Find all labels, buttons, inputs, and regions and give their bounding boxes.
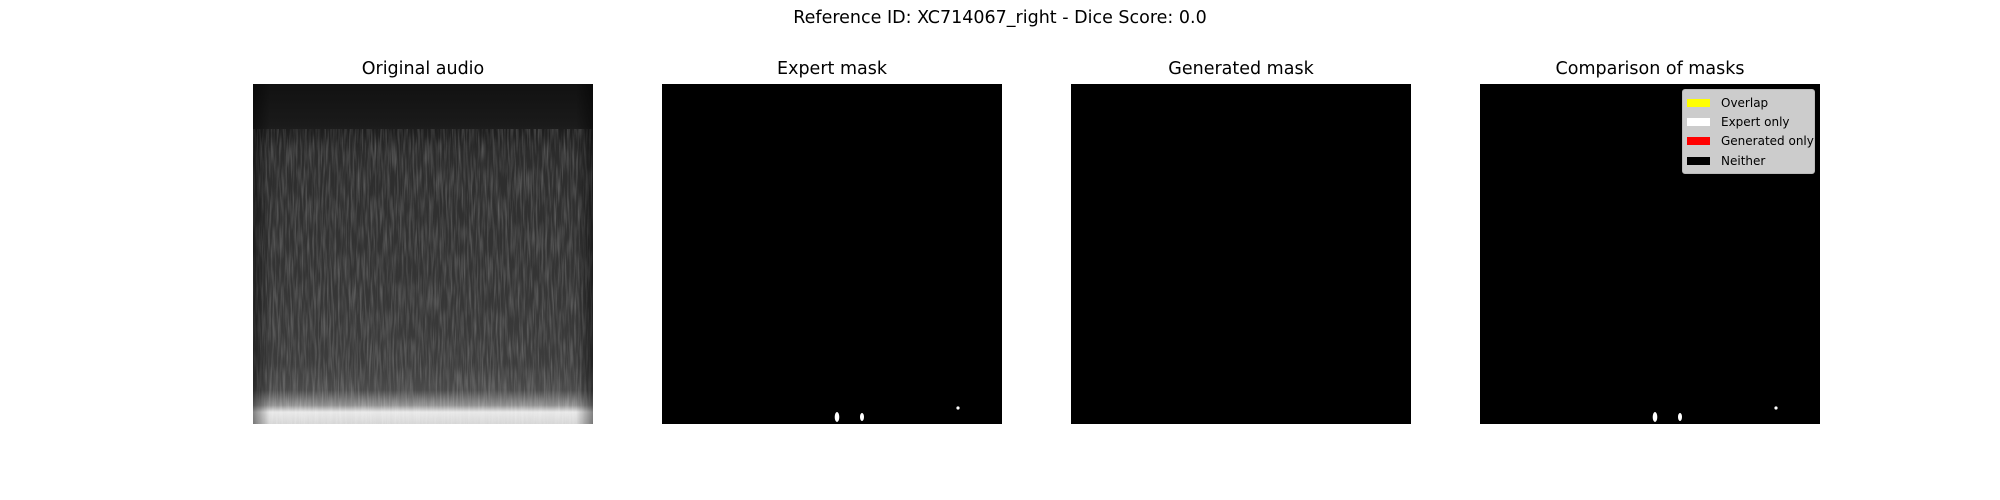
panel-title: Generated mask — [1168, 59, 1314, 79]
panel-title: Original audio — [361, 59, 485, 79]
legend-label: Neither — [1721, 153, 1766, 168]
expert-only-region-3 — [1774, 406, 1778, 410]
expert-region-3 — [956, 406, 960, 410]
legend-label: Overlap — [1721, 95, 1769, 110]
expert-only-region-1 — [1652, 412, 1658, 422]
legend-entry-expert-only: Expert only — [1683, 112, 1814, 131]
figure-title: Reference ID: XC714067_right - Dice Scor… — [793, 8, 1207, 28]
legend-entry-neither: Neither — [1683, 151, 1814, 170]
legend-entry-overlap: Overlap — [1683, 93, 1814, 112]
generated-mask-svg — [1071, 84, 1411, 424]
legend-swatch — [1687, 137, 1710, 146]
spectrogram-svg — [253, 84, 593, 424]
panel-title: Comparison of masks — [1555, 59, 1745, 79]
generated-mask-image — [1071, 84, 1411, 424]
spectrogram-edge-shade — [253, 84, 593, 424]
expert-only-region-2 — [1678, 413, 1682, 421]
legend-swatch — [1687, 117, 1710, 126]
expert-mask-svg — [662, 84, 1002, 424]
panel-title: Expert mask — [777, 59, 887, 79]
legend-entry-generated-only: Generated only — [1683, 132, 1814, 151]
legend-swatch — [1687, 156, 1710, 165]
expert-region-1 — [834, 412, 840, 422]
legend-label: Expert only — [1721, 114, 1790, 129]
expert-region-2 — [860, 413, 864, 421]
comparison-image: Overlap Expert only Generated only Neith… — [1480, 84, 1820, 424]
legend-swatch — [1687, 98, 1710, 107]
legend-label: Generated only — [1721, 134, 1814, 149]
legend: Overlap Expert only Generated only Neith… — [1682, 89, 1815, 175]
expert-mask-image — [662, 84, 1002, 424]
mask-background — [1071, 84, 1411, 424]
mask-background — [662, 84, 1002, 424]
spectrogram-image — [253, 84, 593, 424]
